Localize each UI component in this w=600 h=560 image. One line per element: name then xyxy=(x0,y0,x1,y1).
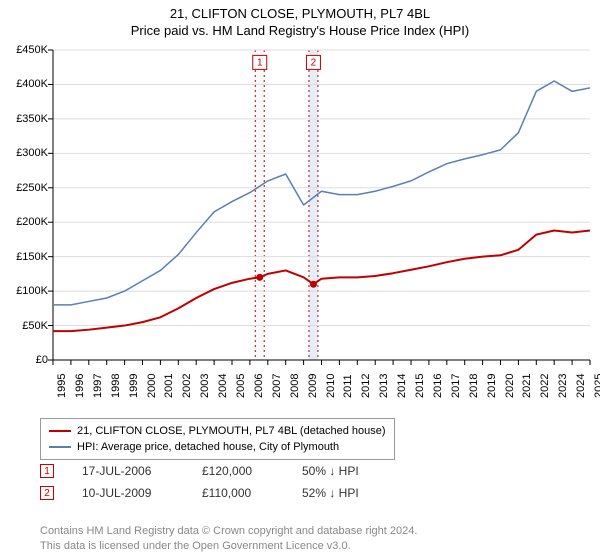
legend-row: HPI: Average price, detached house, City… xyxy=(49,439,386,455)
x-axis-tick-label: 1997 xyxy=(92,374,104,398)
x-axis-tick-label: 2024 xyxy=(575,374,587,398)
price-chart: 12 xyxy=(0,42,600,412)
sale-row: 1 17-JUL-2006 £120,000 50% ↓ HPI xyxy=(40,460,422,482)
x-axis-tick-label: 2025 xyxy=(593,374,600,398)
x-axis-tick-label: 2003 xyxy=(199,374,211,398)
chart-header: 21, CLIFTON CLOSE, PLYMOUTH, PL7 4BL Pri… xyxy=(0,0,600,38)
y-axis-tick-label: £150K xyxy=(0,251,48,263)
sales-table: 1 17-JUL-2006 £120,000 50% ↓ HPI 2 10-JU… xyxy=(40,460,422,504)
chart-area: 12 £0£50K£100K£150K£200K£250K£300K£350K£… xyxy=(0,42,600,412)
x-axis-tick-label: 2007 xyxy=(271,374,283,398)
x-axis-tick-label: 2002 xyxy=(181,374,193,398)
y-axis-tick-label: £200K xyxy=(0,216,48,228)
x-axis-tick-label: 2017 xyxy=(450,374,462,398)
svg-text:1: 1 xyxy=(257,57,263,68)
legend: 21, CLIFTON CLOSE, PLYMOUTH, PL7 4BL (de… xyxy=(40,418,395,460)
x-axis-tick-label: 2013 xyxy=(378,374,390,398)
x-axis-tick-label: 2005 xyxy=(235,374,247,398)
legend-label: 21, CLIFTON CLOSE, PLYMOUTH, PL7 4BL (de… xyxy=(77,425,386,437)
chart-subtitle: Price paid vs. HM Land Registry's House … xyxy=(0,23,600,38)
x-axis-tick-label: 2011 xyxy=(342,374,354,398)
x-axis-tick-label: 1998 xyxy=(110,374,122,398)
attribution-footer: Contains HM Land Registry data © Crown c… xyxy=(40,524,417,554)
sale-price: £120,000 xyxy=(202,464,302,478)
legend-swatch xyxy=(49,430,71,432)
legend-row: 21, CLIFTON CLOSE, PLYMOUTH, PL7 4BL (de… xyxy=(49,423,386,439)
y-axis-tick-label: £400K xyxy=(0,78,48,90)
sale-delta: 50% ↓ HPI xyxy=(302,464,422,478)
legend-label: HPI: Average price, detached house, City… xyxy=(77,441,339,453)
x-axis-tick-label: 2019 xyxy=(486,374,498,398)
x-axis-tick-label: 2010 xyxy=(325,374,337,398)
x-axis-tick-label: 2022 xyxy=(539,374,551,398)
x-axis-tick-label: 2004 xyxy=(217,374,229,398)
sale-price: £110,000 xyxy=(202,486,302,500)
x-axis-tick-label: 2015 xyxy=(414,374,426,398)
y-axis-tick-label: £250K xyxy=(0,182,48,194)
x-axis-tick-label: 2000 xyxy=(146,374,158,398)
x-axis-tick-label: 2016 xyxy=(432,374,444,398)
x-axis-tick-label: 2023 xyxy=(557,374,569,398)
y-axis-tick-label: £0 xyxy=(0,354,48,366)
x-axis-tick-label: 2008 xyxy=(289,374,301,398)
sale-date: 17-JUL-2006 xyxy=(82,464,202,478)
footer-line: This data is licensed under the Open Gov… xyxy=(40,539,417,554)
x-axis-tick-label: 2014 xyxy=(396,374,408,398)
y-axis-tick-label: £450K xyxy=(0,44,48,56)
y-axis-tick-label: £100K xyxy=(0,285,48,297)
x-axis-tick-label: 2009 xyxy=(307,374,319,398)
sale-date: 10-JUL-2009 xyxy=(82,486,202,500)
svg-text:2: 2 xyxy=(311,57,317,68)
x-axis-tick-label: 2001 xyxy=(163,374,175,398)
x-axis-tick-label: 1995 xyxy=(56,374,68,398)
legend-swatch xyxy=(49,446,71,448)
x-axis-tick-label: 1996 xyxy=(74,374,86,398)
x-axis-tick-label: 2021 xyxy=(521,374,533,398)
sale-row: 2 10-JUL-2009 £110,000 52% ↓ HPI xyxy=(40,482,422,504)
y-axis-tick-label: £300K xyxy=(0,147,48,159)
sale-marker: 1 xyxy=(40,464,54,478)
sale-delta: 52% ↓ HPI xyxy=(302,486,422,500)
sale-marker: 2 xyxy=(40,486,54,500)
x-axis-tick-label: 1999 xyxy=(128,374,140,398)
x-axis-tick-label: 2006 xyxy=(253,374,265,398)
chart-title: 21, CLIFTON CLOSE, PLYMOUTH, PL7 4BL xyxy=(0,6,600,21)
y-axis-tick-label: £350K xyxy=(0,113,48,125)
x-axis-tick-label: 2012 xyxy=(360,374,372,398)
y-axis-tick-label: £50K xyxy=(0,320,48,332)
x-axis-tick-label: 2018 xyxy=(468,374,480,398)
x-axis-tick-label: 2020 xyxy=(504,374,516,398)
footer-line: Contains HM Land Registry data © Crown c… xyxy=(40,524,417,539)
